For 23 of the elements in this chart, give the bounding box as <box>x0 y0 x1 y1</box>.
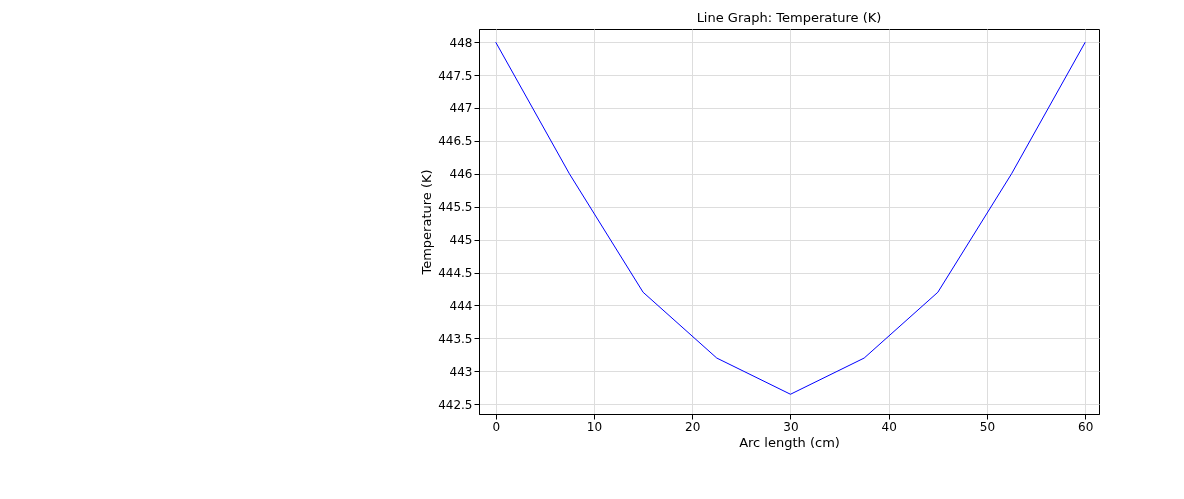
chart-title: Line Graph: Temperature (K) <box>696 10 882 25</box>
y-tick-label: 446.5 <box>438 134 473 149</box>
y-tick-label: 445.5 <box>438 200 473 215</box>
x-tick-label: 50 <box>979 419 996 434</box>
y-tick-label: 446 <box>449 167 473 182</box>
y-tick-label: 447.5 <box>438 68 473 83</box>
x-tick-label: 20 <box>685 419 701 434</box>
x-tick-label: 30 <box>783 419 799 434</box>
line-series <box>495 41 1086 395</box>
x-tick-label: 0 <box>492 419 501 434</box>
x-tick-label: 40 <box>881 419 897 434</box>
y-tick-label: 444 <box>449 298 473 313</box>
x-axis-title: Arc length (cm) <box>739 434 840 450</box>
y-tick-label: 444.5 <box>438 266 473 280</box>
y-tick-label: 442.5 <box>438 397 473 412</box>
y-tick-label: 445 <box>449 233 473 248</box>
y-axis-title: Temperature (K) <box>419 169 435 276</box>
x-tick-label: 10 <box>586 419 603 434</box>
y-tick-label: 443.5 <box>438 331 473 346</box>
y-tick-label: 448 <box>449 35 473 50</box>
y-tick-label: 443 <box>449 364 473 379</box>
y-tick-label: 447 <box>449 101 473 116</box>
x-tick-label: 60 <box>1078 419 1094 434</box>
